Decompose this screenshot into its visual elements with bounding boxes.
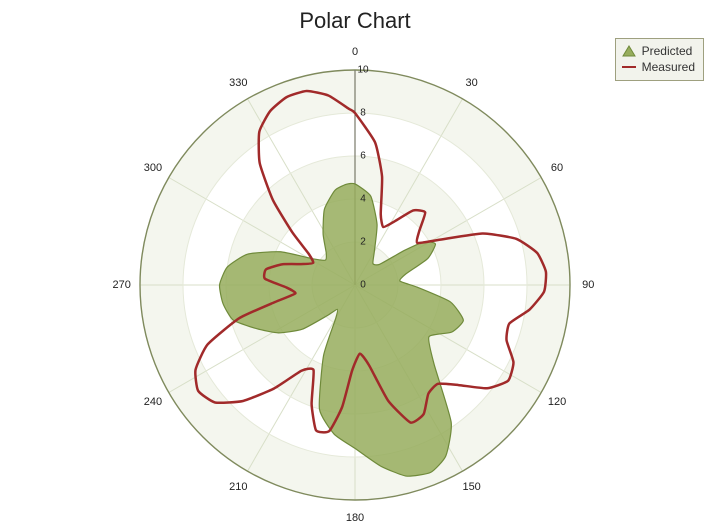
radial-tick-label: 6 <box>360 151 366 162</box>
radial-tick-label: 0 <box>360 280 366 291</box>
radial-tick-label: 4 <box>360 194 366 205</box>
angle-tick-label: 330 <box>229 77 247 89</box>
angle-tick-label: 30 <box>466 77 478 89</box>
angle-tick-label: 0 <box>352 46 358 58</box>
legend-item-measured: Measured <box>622 59 695 75</box>
angle-tick-label: 90 <box>582 279 594 291</box>
radial-tick-label: 2 <box>360 237 366 248</box>
angle-tick-label: 180 <box>346 512 364 524</box>
line-icon <box>622 61 636 73</box>
angle-tick-label: 210 <box>229 481 247 493</box>
legend: Predicted Measured <box>615 38 704 81</box>
triangle-icon <box>622 45 636 57</box>
radial-tick-label: 10 <box>357 65 368 76</box>
radial-tick-label: 8 <box>360 108 366 119</box>
polar-chart <box>0 0 710 525</box>
angle-tick-label: 270 <box>113 279 131 291</box>
angle-tick-label: 60 <box>551 162 563 174</box>
angle-tick-label: 240 <box>144 396 162 408</box>
legend-label: Predicted <box>642 43 693 59</box>
angle-tick-label: 120 <box>548 396 566 408</box>
angle-tick-label: 300 <box>144 162 162 174</box>
legend-item-predicted: Predicted <box>622 43 695 59</box>
angle-tick-label: 150 <box>462 481 480 493</box>
legend-label: Measured <box>642 59 695 75</box>
